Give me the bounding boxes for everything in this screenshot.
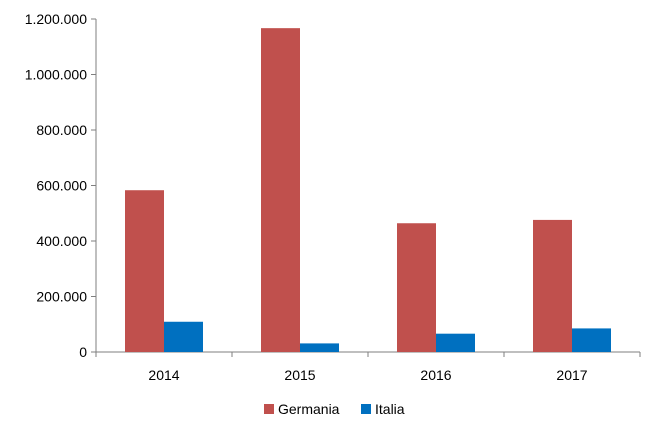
legend-swatch-germania bbox=[264, 404, 274, 414]
y-tick-label: 1.200.000 bbox=[25, 11, 87, 27]
bar-italia-2016 bbox=[436, 333, 475, 352]
x-tick-label: 2017 bbox=[556, 367, 587, 383]
bar-italia-2014 bbox=[164, 321, 203, 352]
y-axis: 0 200.000 400.000 600.000 800.000 1.000.000 1.… bbox=[25, 11, 97, 360]
x-tick-label: 2015 bbox=[284, 367, 315, 383]
bars bbox=[125, 28, 611, 352]
x-tick-label: 2016 bbox=[420, 367, 451, 383]
bar-italia-2015 bbox=[300, 343, 339, 352]
y-tick-label: 1.000.000 bbox=[25, 67, 87, 83]
legend-label-germania: Germania bbox=[278, 401, 340, 417]
bar-germania-2015 bbox=[261, 28, 300, 352]
legend-swatch-italia bbox=[361, 404, 371, 414]
legend-label-italia: Italia bbox=[375, 401, 405, 417]
x-tick-label: 2014 bbox=[148, 367, 179, 383]
bar-italia-2017 bbox=[572, 328, 611, 352]
bar-germania-2016 bbox=[397, 223, 436, 352]
y-tick-label: 800.000 bbox=[36, 122, 87, 138]
y-tick-label: 0 bbox=[79, 344, 87, 360]
bar-germania-2014 bbox=[125, 190, 164, 352]
legend: Germania Italia bbox=[264, 401, 405, 417]
bar-germania-2017 bbox=[533, 219, 572, 352]
y-tick-label: 600.000 bbox=[36, 178, 87, 194]
y-tick-label: 400.000 bbox=[36, 233, 87, 249]
x-axis: 2014 2015 2016 2017 bbox=[95, 351, 641, 383]
y-tick-label: 200.000 bbox=[36, 289, 87, 305]
